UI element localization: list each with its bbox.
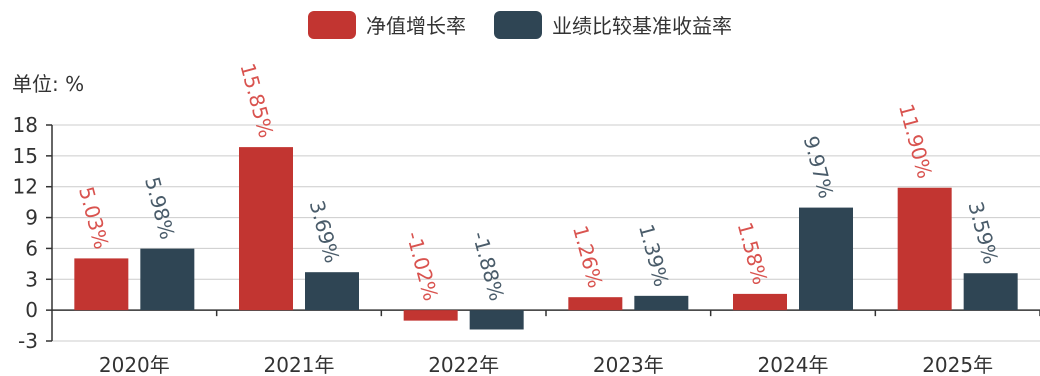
- x-tick-label: 2025年: [922, 353, 993, 376]
- y-tick-label: 18: [13, 113, 38, 137]
- y-tick-label: 12: [13, 175, 38, 199]
- bar: [634, 295, 689, 311]
- data-label: 5.98%: [140, 174, 180, 242]
- data-label: 1.26%: [568, 223, 608, 291]
- x-tick-label: 2023年: [593, 353, 664, 376]
- data-label: 11.90%: [894, 101, 937, 181]
- x-tick-label: 2024年: [758, 353, 829, 376]
- y-tick-label: 0: [25, 298, 38, 322]
- y-tick-label: -3: [18, 329, 38, 353]
- data-label: 9.97%: [799, 133, 839, 201]
- y-tick-label: 3: [25, 267, 38, 291]
- data-label: -1.88%: [468, 229, 509, 304]
- bar: [963, 273, 1018, 311]
- x-tick-label: 2022年: [428, 353, 499, 376]
- bar: [568, 297, 623, 311]
- data-label: 15.85%: [235, 61, 278, 141]
- bar: [469, 310, 524, 330]
- y-tick-label: 9: [25, 206, 38, 230]
- y-tick-label: 15: [13, 144, 38, 168]
- y-tick-label: 6: [25, 236, 38, 260]
- legend-label-benchmark-return: 业绩比较基准收益率: [552, 14, 732, 38]
- data-label: -1.02%: [402, 229, 443, 304]
- legend-item-nav-growth[interactable]: 净值增长率: [308, 10, 466, 39]
- bar: [733, 293, 787, 311]
- legend-swatch-benchmark-return: [494, 10, 542, 39]
- y-axis-unit-label: 单位: %: [12, 72, 85, 96]
- data-label: 1.58%: [733, 220, 773, 288]
- bar: [74, 258, 129, 311]
- bar: [305, 272, 359, 311]
- bar: [403, 310, 458, 321]
- legend-item-benchmark-return[interactable]: 业绩比较基准收益率: [494, 10, 732, 39]
- legend-swatch-nav-growth: [308, 10, 356, 39]
- data-label: 3.59%: [963, 199, 1003, 267]
- legend-label-nav-growth: 净值增长率: [366, 14, 466, 38]
- x-tick-label: 2020年: [99, 353, 170, 376]
- x-tick-label: 2021年: [264, 353, 335, 376]
- bar: [799, 207, 853, 311]
- bar: [239, 147, 293, 311]
- bar: [897, 187, 952, 311]
- chart-legend: 净值增长率 业绩比较基准收益率: [0, 10, 1040, 39]
- data-label: 3.69%: [305, 198, 345, 266]
- bar: [140, 248, 195, 311]
